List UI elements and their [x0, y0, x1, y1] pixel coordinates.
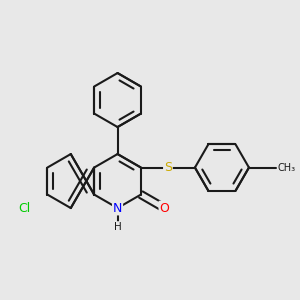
- Text: CH₃: CH₃: [278, 163, 296, 172]
- Text: O: O: [159, 202, 169, 214]
- Text: Cl: Cl: [18, 202, 30, 214]
- Text: S: S: [164, 161, 172, 174]
- Text: N: N: [113, 202, 122, 214]
- Text: H: H: [114, 222, 122, 232]
